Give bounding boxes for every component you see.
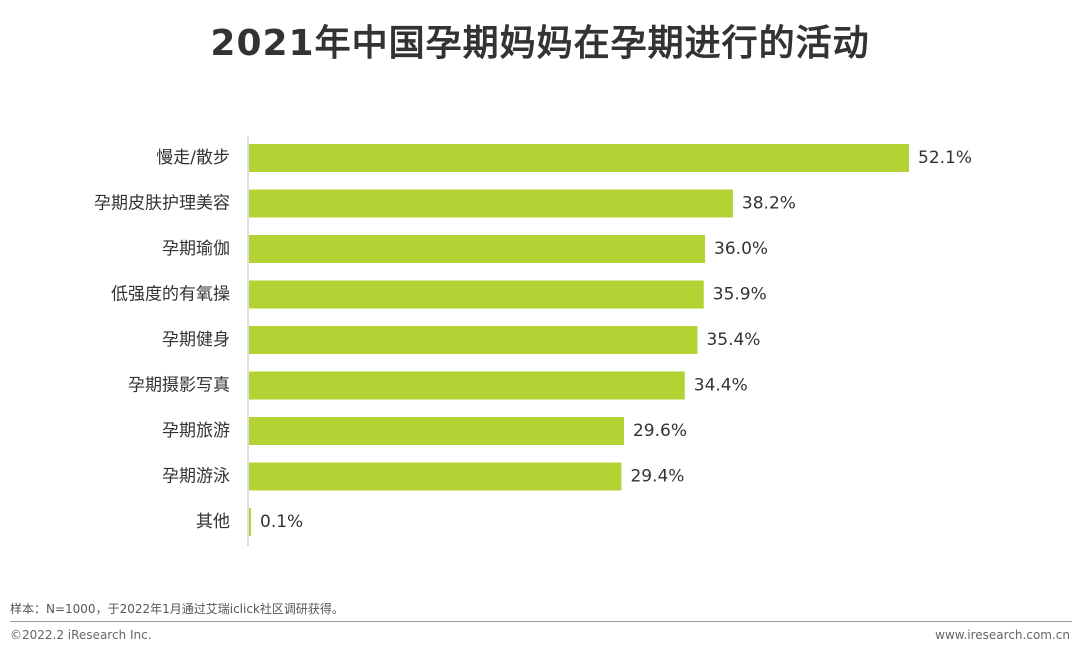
value-label: 35.4% [706,330,760,350]
category-label: 孕期皮肤护理美容 [94,194,230,214]
category-label: 其他 [196,512,230,532]
bar-3 [249,235,706,263]
category-label: 孕期健身 [162,330,230,350]
bar-2 [249,189,733,218]
website-link[interactable]: www.iresearch.com.cn [935,628,1070,642]
category-label: 慢走/散步 [156,147,230,168]
bars-group [249,144,909,536]
value-label: 0.1% [260,512,303,532]
category-label: 孕期瑜伽 [162,239,230,259]
value-label: 29.4% [630,467,684,487]
category-label: 孕期摄影写真 [128,376,230,396]
bar-5 [249,326,698,354]
bar-1 [249,144,909,172]
value-label: 34.4% [694,376,748,396]
footer-divider [10,621,1072,622]
chart-title: 2021年中国孕期妈妈在孕期进行的活动 [210,23,870,64]
value-labels-group: 52.1% 38.2% 36.0% 35.9% 35.4% 34.4% 29.6% 29.4%… [260,148,972,532]
category-labels-group: 慢走/散步孕期皮肤护理美容孕期瑜伽低强度的有氧操孕期健身孕期摄影写真孕期旅游孕期… [94,147,230,532]
category-label: 低强度的有氧操 [111,285,230,305]
value-label: 35.9% [713,285,767,305]
value-label: 52.1% [918,148,972,168]
bar-8 [249,462,622,491]
bar-chart: 慢走/散步孕期皮肤护理美容孕期瑜伽低强度的有氧操孕期健身孕期摄影写真孕期旅游孕期… [94,136,972,546]
value-label: 38.2% [742,194,796,214]
bar-7 [249,417,624,445]
sample-note: 样本：N=1000，于2022年1月通过艾瑞iclick社区调研获得。 [10,602,344,616]
value-label: 36.0% [714,239,768,259]
category-label: 孕期旅游 [162,421,230,441]
category-label: 孕期游泳 [162,467,230,487]
value-label: 29.6% [633,421,687,441]
bar-4 [249,280,704,309]
copyright-text: ©2022.2 iResearch Inc. [10,628,152,642]
bar-9 [249,508,251,536]
bar-6 [249,371,685,400]
